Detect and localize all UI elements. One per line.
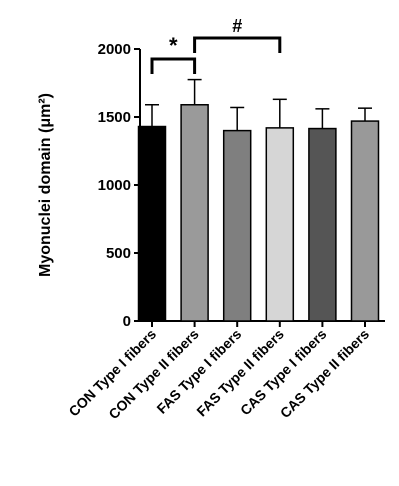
y-tick-label: 2000 — [98, 41, 131, 58]
y-tick-label: 0 — [123, 313, 131, 330]
y-axis-label: Myonuclei domain (μm²) — [37, 93, 54, 277]
bar — [137, 125, 167, 322]
bar — [180, 104, 209, 322]
y-tick-label: 500 — [106, 245, 131, 262]
significance-bracket — [193, 36, 282, 53]
bar — [265, 127, 295, 322]
bar — [222, 129, 252, 322]
y-tick-label: 1000 — [98, 177, 131, 194]
y-tick-label: 1500 — [98, 109, 131, 126]
significance-label: * — [169, 33, 178, 58]
significance-label: # — [232, 16, 242, 36]
bar — [308, 127, 337, 322]
significance-bracket — [150, 57, 197, 74]
bar — [350, 120, 380, 322]
